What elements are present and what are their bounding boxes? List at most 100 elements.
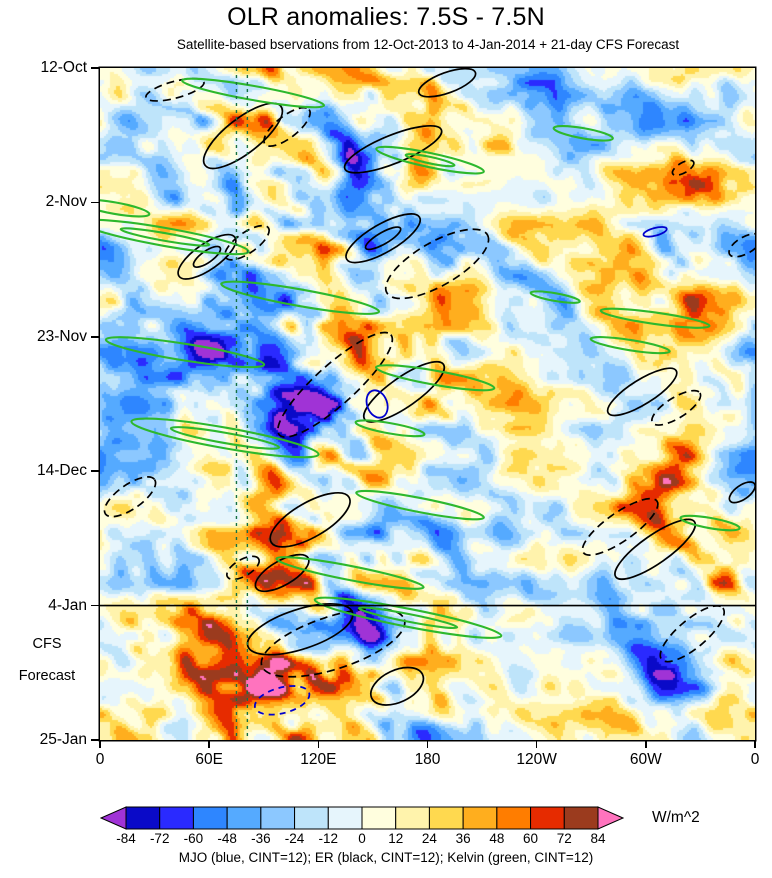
er-wave-contour <box>226 555 261 581</box>
legend-caption: MJO (blue, CINT=12); ER (black, CINT=12)… <box>178 850 594 865</box>
kelvin-wave-contour <box>119 227 211 247</box>
colorbar-tick-label: -84 <box>116 831 136 846</box>
er-wave-contour <box>192 245 222 268</box>
colorbar-tick-label: 60 <box>523 831 539 846</box>
y-tick-label: 23-Nov <box>37 327 87 345</box>
y-axis-tick <box>91 739 100 741</box>
x-tick-label: 60W <box>629 751 662 768</box>
colorbar-segment <box>159 806 194 830</box>
er-wave-contour <box>614 518 697 580</box>
er-wave-contour <box>224 224 270 261</box>
kelvin-wave-contour <box>313 596 503 639</box>
er-wave-contour <box>246 603 354 656</box>
forecast-label-line2: Forecast <box>18 668 76 684</box>
er-wave-contour <box>671 159 695 177</box>
kelvin-wave-contour <box>130 417 320 459</box>
er-wave-contour <box>369 666 425 706</box>
colorbar-segment <box>125 806 161 830</box>
y-axis-tick <box>91 201 100 204</box>
colorbar-segment <box>395 806 430 830</box>
er-wave-contour <box>728 481 755 504</box>
kelvin-wave-contour <box>354 419 426 438</box>
er-wave-contour <box>254 553 310 593</box>
mjo-contour <box>253 685 311 716</box>
kelvin-wave-contour <box>552 124 614 142</box>
kelvin-wave-contour <box>104 336 266 369</box>
colorbar-segment <box>327 806 363 830</box>
er-wave-contour <box>606 367 678 417</box>
er-wave-contour <box>417 68 477 98</box>
er-wave-contour <box>202 102 284 170</box>
kelvin-wave-contour <box>679 514 741 532</box>
colorbar-tick-label: 84 <box>590 831 606 846</box>
x-tick-label: 180 <box>414 751 441 768</box>
colorbar-tick-label: -60 <box>183 831 204 846</box>
colorbar-tick-label: -48 <box>217 831 237 846</box>
colorbar-tick-label: -72 <box>149 831 170 846</box>
y-axis-tick <box>91 336 100 338</box>
er-wave-contour <box>384 228 490 300</box>
colorbar-tick-label: 0 <box>358 831 366 846</box>
colorbar-tick-label: -24 <box>284 831 305 846</box>
kelvin-wave-contour <box>404 153 456 168</box>
x-tick-label: 0 <box>750 751 760 768</box>
mjo-contour <box>365 389 389 419</box>
colorbar-segment <box>192 806 228 830</box>
kelvin-wave-contour <box>589 336 671 355</box>
colorbar-segment <box>260 806 296 830</box>
colorbar-tick-label: -36 <box>251 831 271 846</box>
kelvin-wave-contour <box>180 77 326 109</box>
er-wave-contour <box>343 124 443 174</box>
x-tick-label: 0 <box>95 751 105 768</box>
kelvin-wave-contour <box>375 145 485 175</box>
er-wave-contour <box>103 476 157 518</box>
kelvin-wave-contour <box>100 198 151 218</box>
kelvin-wave-contour <box>529 290 581 304</box>
colorbar-tick-label: 24 <box>421 831 437 846</box>
colorbar-tick-label: 48 <box>489 831 505 846</box>
er-wave-contour <box>650 389 702 426</box>
page-title: OLR anomalies: 7.5S - 7.5N <box>227 3 545 31</box>
er-wave-contour <box>659 605 726 663</box>
colorbar-left-arrow <box>100 806 127 830</box>
forecast-label-line1: CFS <box>32 636 62 652</box>
x-tick-label: 120E <box>300 751 337 768</box>
y-axis-tick <box>91 470 100 472</box>
x-tick-label: 120W <box>516 751 557 768</box>
kelvin-wave-contour <box>355 489 485 521</box>
er-wave-contour <box>364 226 402 251</box>
hovmoller-plot <box>100 68 755 740</box>
x-axis-tick <box>426 740 429 748</box>
x-tick-label: 60E <box>195 751 223 768</box>
colorbar <box>100 806 624 830</box>
x-axis-tick <box>645 740 647 748</box>
x-axis-tick <box>317 740 320 748</box>
colorbar-segment <box>563 806 599 830</box>
x-axis-tick <box>208 740 210 748</box>
mjo-contour <box>642 226 668 238</box>
colorbar-segment <box>294 806 329 830</box>
kelvin-wave-contour <box>374 364 496 392</box>
y-tick-label: 12-Oct <box>40 59 87 76</box>
colorbar-tick-label: -12 <box>318 831 339 846</box>
units-label: W/m^2 <box>652 809 700 826</box>
kelvin-wave-contour <box>599 307 711 329</box>
subtitle: Satellite-based bservations from 12-Oct-… <box>176 37 680 52</box>
y-axis-tick <box>91 604 100 607</box>
er-wave-contour <box>269 491 351 548</box>
colorbar-tick-label: 72 <box>556 831 572 846</box>
er-wave-contour <box>260 607 406 678</box>
kelvin-wave-contour <box>100 218 250 256</box>
x-axis-tick <box>99 740 101 748</box>
er-wave-contour <box>145 77 205 102</box>
er-wave-contour <box>728 232 755 258</box>
colorbar-tick-label: 12 <box>388 831 404 846</box>
colorbar-segment <box>462 806 498 830</box>
kelvin-wave-contour <box>275 556 425 590</box>
er-wave-contour <box>581 497 659 556</box>
kelvin-wave-contour <box>169 426 281 450</box>
er-wave-contour <box>263 106 311 147</box>
y-tick-label: 25-Jan <box>39 731 87 748</box>
kelvin-wave-contour <box>357 606 459 630</box>
